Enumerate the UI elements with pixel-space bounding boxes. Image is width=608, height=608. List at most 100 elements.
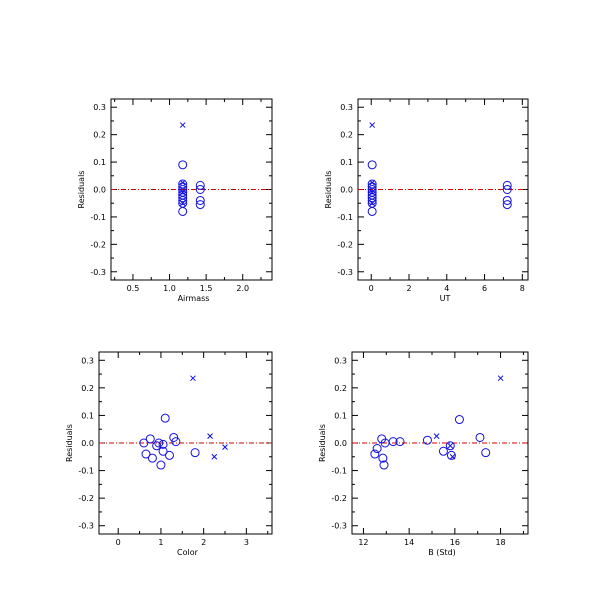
y-axis-label: Residuals xyxy=(318,424,327,462)
data-point-circle xyxy=(156,460,166,470)
y-tick-label: 0.2 xyxy=(93,131,106,140)
cross-stroke xyxy=(179,122,186,128)
y-tick-label: -0.2 xyxy=(331,494,347,503)
data-point-circle xyxy=(367,195,377,205)
y-tick-label: 0.1 xyxy=(81,411,94,420)
y-tick-label: 0.1 xyxy=(334,411,347,420)
data-point-circle xyxy=(190,448,200,458)
data-point-circle xyxy=(171,437,181,447)
y-tick-label: 0.0 xyxy=(93,186,106,195)
y-tick-label: 0.1 xyxy=(340,158,353,167)
y-tick-label: 0.3 xyxy=(93,103,106,112)
data-point-circle xyxy=(475,432,485,442)
data-point-circle xyxy=(367,206,377,216)
x-tick-label: 14 xyxy=(404,538,414,547)
x-tick-label: 4 xyxy=(444,284,449,293)
x-axis-label: UT xyxy=(440,294,451,303)
x-tick-label: 2 xyxy=(201,538,206,547)
cross-stroke xyxy=(207,433,213,439)
data-point-circle xyxy=(502,200,512,210)
data-point-circle xyxy=(178,193,188,203)
y-tick-label: 0.2 xyxy=(334,384,347,393)
x-tick-label: 3 xyxy=(244,538,249,547)
data-point-circle xyxy=(454,415,464,425)
x-axis-label: B (Std) xyxy=(428,548,456,557)
y-tick-label: 0.3 xyxy=(340,103,353,112)
data-point-circle xyxy=(178,160,188,170)
y-tick-label: -0.3 xyxy=(337,268,353,277)
y-tick-label: -0.3 xyxy=(78,522,94,531)
data-point-circle xyxy=(147,453,157,463)
cross-stroke xyxy=(449,453,456,460)
data-point-circle xyxy=(367,160,377,170)
x-tick-label: 18 xyxy=(495,538,505,547)
data-point-circle xyxy=(438,446,448,456)
cross-stroke xyxy=(497,375,504,382)
x-axis-label: Airmass xyxy=(178,294,210,303)
data-point-circle xyxy=(372,444,382,454)
y-tick-label: 0.1 xyxy=(93,158,106,167)
cross-stroke xyxy=(433,433,440,439)
y-axis-label: Residuals xyxy=(324,171,333,209)
data-point-circle xyxy=(388,437,398,447)
y-axis-label: Residuals xyxy=(65,424,74,462)
data-point-cross xyxy=(447,442,454,449)
x-tick-label: 1.5 xyxy=(200,284,213,293)
data-point-circle xyxy=(395,437,405,447)
cross-stroke xyxy=(369,122,376,128)
x-tick-label: 8 xyxy=(520,284,525,293)
x-tick-label: 1 xyxy=(158,538,163,547)
data-point-cross xyxy=(179,200,186,207)
data-point-cross xyxy=(179,179,186,186)
data-point-cross xyxy=(433,433,440,439)
y-tick-label: -0.2 xyxy=(90,240,106,249)
cross-stroke xyxy=(369,200,376,207)
data-point-circle xyxy=(502,195,512,205)
data-point-circle xyxy=(370,449,380,459)
data-point-circle xyxy=(378,453,388,463)
cross-stroke xyxy=(447,442,454,449)
x-tick-label: 0 xyxy=(369,284,374,293)
x-tick-label: 1.0 xyxy=(163,284,176,293)
x-tick-label: 0.5 xyxy=(127,284,140,293)
data-point-circle xyxy=(141,449,151,459)
x-tick-label: 6 xyxy=(482,284,487,293)
data-point-cross xyxy=(369,122,376,128)
data-point-circle xyxy=(152,441,162,451)
cross-stroke xyxy=(179,200,186,207)
data-point-circle xyxy=(158,446,168,456)
y-tick-label: 0.0 xyxy=(340,186,353,195)
y-tick-label: -0.3 xyxy=(331,522,347,531)
data-point-circle xyxy=(379,460,389,470)
cross-stroke xyxy=(222,444,228,450)
y-tick-label: -0.2 xyxy=(78,494,94,503)
data-point-cross xyxy=(179,122,186,128)
cross-stroke xyxy=(179,189,186,196)
panel-ut: -0.3 -0.2 -0.1 0.0 0.1 0.2 0.3 0 2 4 6 8 UT Residuals xyxy=(324,98,529,303)
data-point-cross xyxy=(369,179,376,186)
data-point-circle xyxy=(367,193,377,203)
data-point-circle xyxy=(169,432,179,442)
data-point-circle xyxy=(445,441,455,451)
data-point-cross xyxy=(369,200,376,207)
data-point-cross xyxy=(449,453,456,460)
data-point-circle xyxy=(195,185,205,194)
data-point-circle xyxy=(502,185,512,194)
data-point-circle xyxy=(446,450,456,460)
x-tick-label: 16 xyxy=(450,538,460,547)
cross-stroke xyxy=(211,453,218,460)
cross-stroke xyxy=(190,375,196,382)
x-tick-label: 12 xyxy=(358,538,368,547)
data-point-circle xyxy=(502,180,512,190)
y-tick-label: 0.3 xyxy=(81,356,94,365)
data-point-cross xyxy=(190,375,196,382)
data-point-cross xyxy=(222,444,228,450)
panel-bstd: -0.3 -0.2 -0.1 0.0 0.1 0.2 0.3 12 14 16 18 B (Std) R… xyxy=(318,351,529,557)
y-tick-label: -0.3 xyxy=(90,268,106,277)
cross-stroke xyxy=(369,189,376,196)
x-axis-label: Color xyxy=(177,548,199,557)
cross-stroke xyxy=(179,179,186,186)
data-point-circle xyxy=(195,195,205,205)
data-point-circle xyxy=(154,438,164,448)
